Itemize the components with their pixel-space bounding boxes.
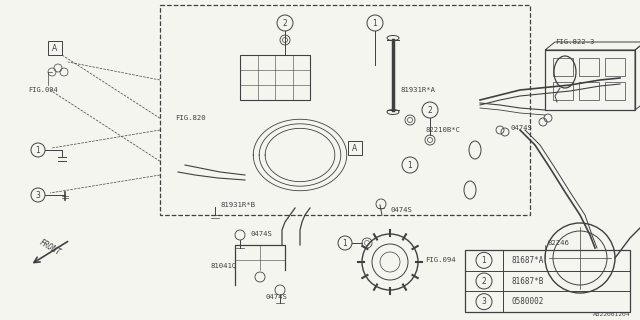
Text: 1: 1 — [342, 238, 348, 247]
Text: 81931R*B: 81931R*B — [220, 202, 255, 208]
Text: 2: 2 — [428, 106, 433, 115]
Text: A: A — [353, 143, 358, 153]
Text: 0474S: 0474S — [390, 207, 412, 213]
Bar — [579, 82, 599, 100]
Bar — [465, 250, 630, 312]
Text: A: A — [52, 44, 58, 52]
Bar — [545, 50, 635, 110]
Text: 1: 1 — [408, 161, 412, 170]
Bar — [553, 82, 573, 100]
Text: 2: 2 — [482, 276, 486, 285]
Text: 1: 1 — [36, 146, 40, 155]
Text: 2: 2 — [283, 19, 287, 28]
Text: FIG.822-3: FIG.822-3 — [555, 39, 595, 45]
Text: 81687*B: 81687*B — [511, 276, 543, 285]
Text: 81687*A: 81687*A — [511, 256, 543, 265]
Text: 0580002: 0580002 — [511, 297, 543, 306]
Text: 3: 3 — [481, 297, 486, 306]
Text: 81041Q: 81041Q — [210, 262, 236, 268]
Bar — [240, 55, 310, 100]
Text: FIG.094: FIG.094 — [425, 257, 456, 263]
Bar — [348, 141, 362, 155]
Text: 0474S: 0474S — [510, 125, 532, 131]
Text: FIG.094: FIG.094 — [28, 87, 58, 93]
Bar — [605, 58, 625, 76]
Bar — [48, 41, 62, 55]
Text: 81931R*A: 81931R*A — [400, 87, 435, 93]
Text: 82246: 82246 — [547, 240, 569, 246]
Text: FIG.820: FIG.820 — [175, 115, 205, 121]
Bar — [579, 58, 599, 76]
Bar — [160, 5, 530, 215]
Bar — [553, 58, 573, 76]
Text: 0474S: 0474S — [265, 294, 287, 300]
Bar — [605, 82, 625, 100]
Text: 1: 1 — [372, 19, 378, 28]
Text: 1: 1 — [482, 256, 486, 265]
Text: A822001204: A822001204 — [593, 311, 630, 316]
Text: FRONT: FRONT — [38, 238, 62, 258]
Text: 0474S: 0474S — [250, 231, 272, 237]
Text: 82210B*C: 82210B*C — [425, 127, 460, 133]
Text: 3: 3 — [36, 190, 40, 199]
